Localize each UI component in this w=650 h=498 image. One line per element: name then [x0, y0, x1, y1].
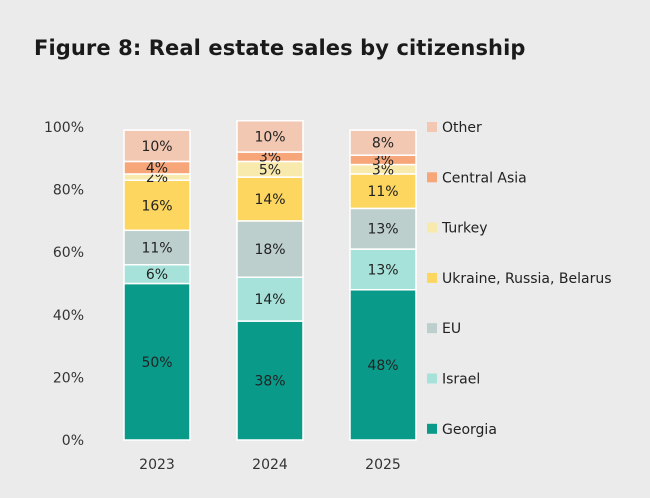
legend-label: Central Asia: [442, 170, 527, 186]
y-tick-label: 80%: [53, 183, 84, 199]
bar-segment: [349, 173, 417, 210]
data-label: 18%: [254, 242, 285, 258]
y-tick-label: 20%: [53, 370, 84, 386]
bar-segment: [236, 220, 304, 278]
bar-segment: [236, 176, 304, 222]
data-label: 4%: [146, 161, 168, 177]
data-label: 5%: [259, 162, 281, 178]
x-tick-label: 2023: [139, 457, 175, 473]
y-tick-label: 40%: [53, 308, 84, 324]
bar-segment: [349, 207, 417, 250]
legend-swatch: [427, 272, 437, 283]
data-label: 3%: [372, 162, 394, 178]
x-tick-label: 2024: [252, 457, 288, 473]
legend-label: Israel: [442, 372, 480, 388]
bar-segment: [123, 282, 191, 441]
data-label: 11%: [367, 184, 398, 200]
data-label: 14%: [254, 292, 285, 308]
data-label: 11%: [141, 241, 172, 257]
y-axis: 0% 20% 40% 60% 80% 100%: [44, 120, 84, 449]
data-label: 50%: [141, 355, 172, 371]
data-label: 48%: [367, 358, 398, 374]
data-label: 14%: [254, 192, 285, 208]
legend-label: Other: [442, 120, 482, 136]
data-label: 16%: [141, 198, 172, 214]
bar-segment: [236, 119, 304, 153]
chart-title: Figure 8: Real estate sales by citizensh…: [34, 36, 526, 60]
legend-swatch: [427, 373, 437, 384]
legend-swatch: [427, 172, 437, 183]
legend-label: Turkey: [441, 221, 488, 237]
data-label: 13%: [367, 222, 398, 238]
legend-swatch: [427, 323, 437, 334]
data-label: 10%: [141, 139, 172, 155]
x-tick-label: 2025: [365, 457, 401, 473]
bar-stacks: 50%6%11%16%2%4%10%38%14%18%14%5%3%10%48%…: [123, 119, 417, 441]
legend-swatch: [427, 122, 437, 132]
bar-segment: [349, 129, 417, 156]
legend: Other Central Asia Turkey Ukraine, Russia, …: [427, 120, 612, 438]
data-label: 8%: [372, 136, 394, 152]
legend-swatch: [427, 423, 437, 434]
bar-segment: [123, 129, 191, 163]
legend-swatch: [427, 222, 437, 233]
legend-label: EU: [442, 321, 461, 337]
data-label: 3%: [259, 150, 281, 166]
legend-label: Ukraine, Russia, Belarus: [442, 271, 612, 287]
data-label: 38%: [254, 374, 285, 390]
data-label: 13%: [367, 262, 398, 278]
legend-label: Georgia: [442, 422, 497, 438]
y-tick-label: 60%: [53, 245, 84, 261]
bar-segment: [123, 229, 191, 266]
data-label: 6%: [146, 267, 168, 283]
bar-segment: [349, 248, 417, 291]
data-label: 3%: [372, 153, 394, 169]
y-tick-label: 0%: [62, 433, 84, 449]
bar-segment: [123, 179, 191, 232]
bar-segment: [349, 289, 417, 441]
y-tick-label: 100%: [44, 120, 84, 136]
x-axis: 2023 2024 2025: [139, 457, 401, 473]
data-label: 10%: [254, 129, 285, 145]
